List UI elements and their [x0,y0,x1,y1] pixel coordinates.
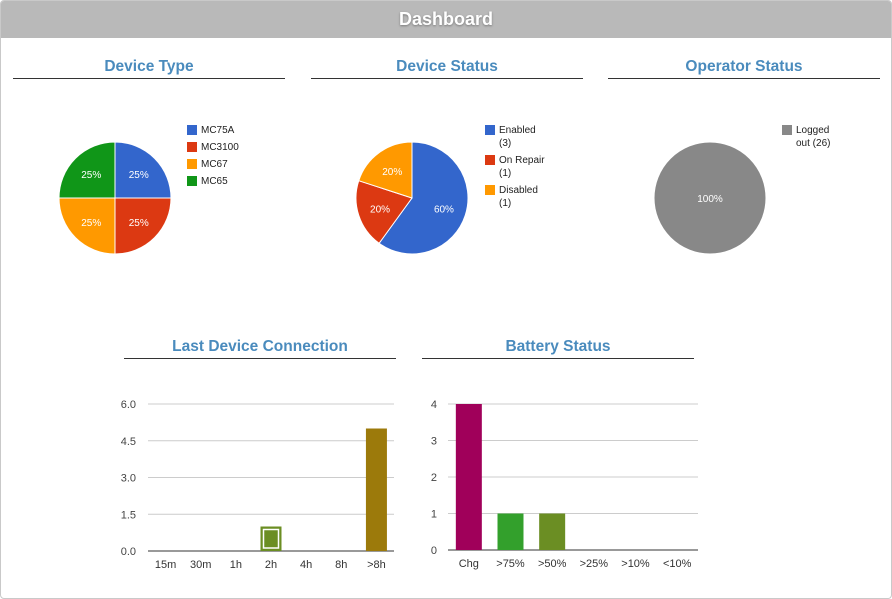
device-status-slice-label: 20% [370,204,390,215]
battery-status-title: Battery Status [422,336,694,359]
legend-item: MC75A [187,124,239,137]
battery-status-xtick-label: >25% [580,558,609,570]
battery-status-bar [497,513,524,550]
last-connection-xtick-label: 1h [230,559,242,571]
battery-status-ytick-label: 2 [431,472,437,484]
device-type-slice-label: 25% [81,218,101,229]
last-connection-ytick-label: 6.0 [121,399,136,411]
device-type-slice-label: 25% [129,218,149,229]
device-status-slice-label: 60% [434,204,454,215]
last-connection-xtick-label: 15m [155,559,176,571]
legend-item: MC67 [187,158,239,171]
last-connection-bar-highlight [260,526,282,551]
battery-status-ytick-label: 1 [431,509,437,521]
battery-status-xtick-label: >75% [496,558,525,570]
last-connection-xtick-label: 30m [190,559,211,571]
device-type-slice [58,141,116,199]
dashboard-title: Dashboard [398,9,494,29]
device-status-legend: Enabled (3) On Repair (1) Disabled (1) [485,124,545,214]
last-connection-xtick-label: 8h [335,559,347,571]
device-type-slice [58,197,116,255]
device-type-slice-label: 25% [81,170,101,181]
last-connection-ytick-label: 3.0 [121,473,136,485]
legend-swatch [782,125,792,135]
device-type-legend: MC75A MC3100 MC67 MC65 [187,124,239,192]
operator-status-legend: Logged out (26) [782,124,842,154]
battery-status-xtick-label: <10% [663,558,692,570]
battery-status-ytick-label: 0 [431,545,437,557]
legend-label: MC75A [201,125,235,136]
battery-status-xtick-label: >10% [621,558,650,570]
device-status-slice [378,141,469,255]
legend-item: MC3100 [187,141,239,154]
battery-status-ytick-label: 3 [431,436,437,448]
legend-swatch [485,125,495,135]
legend-label: MC67 [201,159,228,170]
device-type-slice-label: 25% [129,170,149,181]
last-connection-ytick-label: 0.0 [121,546,136,558]
legend-label: Logged out (26) [796,125,831,149]
battery-status-ytick-label: 4 [431,399,437,411]
last-connection-xtick-label: >8h [367,559,386,571]
last-device-connection-title: Last Device Connection [124,336,396,359]
dashboard-header: Dashboard [1,1,891,38]
legend-label: MC65 [201,176,228,187]
legend-swatch [187,125,197,135]
device-status-slice [355,180,413,245]
legend-label: MC3100 [201,142,239,153]
device-status-slice-label: 20% [382,167,402,178]
last-connection-ytick-label: 1.5 [121,509,136,521]
legend-item: Enabled (3) [485,124,545,150]
device-type-slice [114,197,172,255]
operator-status-title: Operator Status [608,56,880,79]
operator-status-slice-label: 100% [697,194,723,205]
legend-swatch [187,176,197,186]
legend-item: Logged out (26) [782,124,842,150]
last-connection-xtick-label: 4h [300,559,312,571]
battery-status-xtick-label: Chg [459,558,479,570]
legend-item: MC65 [187,175,239,188]
legend-swatch [187,159,197,169]
last-connection-xtick-label: 2h [265,559,277,571]
last-connection-bar-highlight-inner [262,528,280,549]
legend-label: Enabled (3) [499,125,536,149]
device-status-slice [358,141,413,199]
battery-status-bar [455,404,482,550]
legend-swatch [485,155,495,165]
operator-status-slice [653,141,767,255]
legend-swatch [187,142,197,152]
device-status-title: Device Status [311,56,583,79]
battery-status-xtick-label: >50% [538,558,567,570]
legend-label: On Repair (1) [499,155,545,179]
device-type-title: Device Type [13,56,285,79]
legend-item: Disabled (1) [485,184,545,210]
legend-item: On Repair (1) [485,154,545,180]
device-type-slice [114,141,172,199]
legend-swatch [485,185,495,195]
last-connection-bar [365,428,387,551]
battery-status-bar [539,513,566,550]
last-connection-ytick-label: 4.5 [121,436,136,448]
legend-label: Disabled (1) [499,185,538,209]
